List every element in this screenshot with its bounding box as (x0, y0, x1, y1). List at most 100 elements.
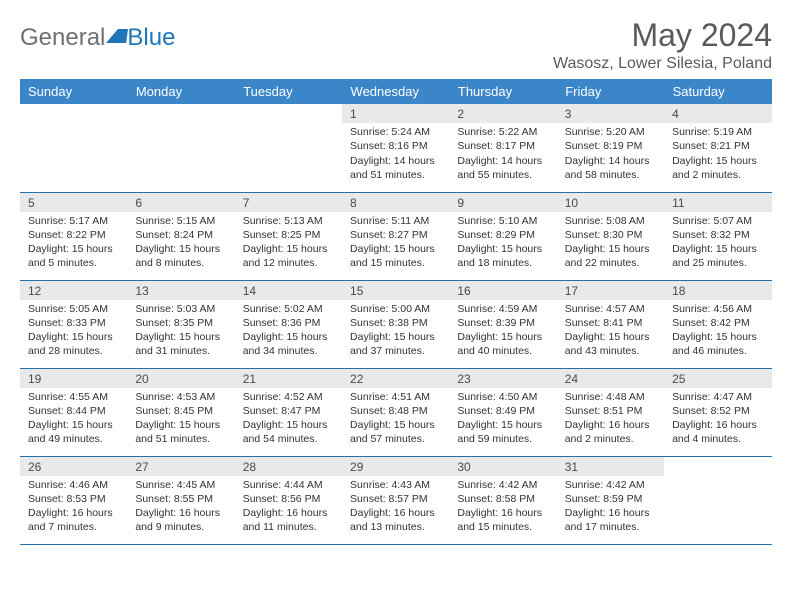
logo-text-2: Blue (127, 24, 175, 52)
calendar-page: General Blue May 2024 Wasosz, Lower Sile… (0, 0, 792, 563)
calendar-day-cell: 20Sunrise: 4:53 AMSunset: 8:45 PMDayligh… (127, 368, 234, 456)
day-details: Sunrise: 4:59 AMSunset: 8:39 PMDaylight:… (449, 300, 556, 363)
calendar-day-cell: 27Sunrise: 4:45 AMSunset: 8:55 PMDayligh… (127, 456, 234, 544)
calendar-day-cell: 23Sunrise: 4:50 AMSunset: 8:49 PMDayligh… (449, 368, 556, 456)
day-details: Sunrise: 4:52 AMSunset: 8:47 PMDaylight:… (235, 388, 342, 451)
day-number: 17 (557, 281, 664, 300)
day-details: Sunrise: 4:51 AMSunset: 8:48 PMDaylight:… (342, 388, 449, 451)
day-details: Sunrise: 5:17 AMSunset: 8:22 PMDaylight:… (20, 212, 127, 275)
calendar-week-row: 26Sunrise: 4:46 AMSunset: 8:53 PMDayligh… (20, 456, 772, 544)
day-number: 2 (449, 104, 556, 123)
day-details: Sunrise: 5:22 AMSunset: 8:17 PMDaylight:… (449, 123, 556, 186)
calendar-day-cell: 30Sunrise: 4:42 AMSunset: 8:58 PMDayligh… (449, 456, 556, 544)
calendar-day-cell: 22Sunrise: 4:51 AMSunset: 8:48 PMDayligh… (342, 368, 449, 456)
day-number: 18 (664, 281, 771, 300)
calendar-day-cell: 3Sunrise: 5:20 AMSunset: 8:19 PMDaylight… (557, 104, 664, 192)
day-details: Sunrise: 4:48 AMSunset: 8:51 PMDaylight:… (557, 388, 664, 451)
day-details: Sunrise: 5:20 AMSunset: 8:19 PMDaylight:… (557, 123, 664, 186)
calendar-day-cell: 25Sunrise: 4:47 AMSunset: 8:52 PMDayligh… (664, 368, 771, 456)
day-details: Sunrise: 4:53 AMSunset: 8:45 PMDaylight:… (127, 388, 234, 451)
day-details: Sunrise: 4:43 AMSunset: 8:57 PMDaylight:… (342, 476, 449, 539)
calendar-day-cell: 5Sunrise: 5:17 AMSunset: 8:22 PMDaylight… (20, 192, 127, 280)
day-details: Sunrise: 4:55 AMSunset: 8:44 PMDaylight:… (20, 388, 127, 451)
day-details: Sunrise: 4:42 AMSunset: 8:59 PMDaylight:… (557, 476, 664, 539)
calendar-table: SundayMondayTuesdayWednesdayThursdayFrid… (20, 79, 772, 545)
day-number: 6 (127, 193, 234, 212)
weekday-header: Saturday (664, 79, 771, 104)
logo-sail-icon (106, 29, 128, 43)
day-details: Sunrise: 5:03 AMSunset: 8:35 PMDaylight:… (127, 300, 234, 363)
day-number: 11 (664, 193, 771, 212)
calendar-day-cell: 6Sunrise: 5:15 AMSunset: 8:24 PMDaylight… (127, 192, 234, 280)
calendar-day-cell: 31Sunrise: 4:42 AMSunset: 8:59 PMDayligh… (557, 456, 664, 544)
day-number: 24 (557, 369, 664, 388)
day-details: Sunrise: 5:00 AMSunset: 8:38 PMDaylight:… (342, 300, 449, 363)
weekday-header: Monday (127, 79, 234, 104)
day-details: Sunrise: 5:19 AMSunset: 8:21 PMDaylight:… (664, 123, 771, 186)
day-number: 23 (449, 369, 556, 388)
calendar-day-cell: 2Sunrise: 5:22 AMSunset: 8:17 PMDaylight… (449, 104, 556, 192)
day-number: 1 (342, 104, 449, 123)
day-number: 31 (557, 457, 664, 476)
calendar-head: SundayMondayTuesdayWednesdayThursdayFrid… (20, 79, 772, 104)
header: General Blue May 2024 Wasosz, Lower Sile… (20, 18, 772, 73)
weekday-header: Friday (557, 79, 664, 104)
day-number: 9 (449, 193, 556, 212)
calendar-day-cell: 26Sunrise: 4:46 AMSunset: 8:53 PMDayligh… (20, 456, 127, 544)
calendar-day-cell: 10Sunrise: 5:08 AMSunset: 8:30 PMDayligh… (557, 192, 664, 280)
day-number: 15 (342, 281, 449, 300)
day-details: Sunrise: 5:24 AMSunset: 8:16 PMDaylight:… (342, 123, 449, 186)
day-details: Sunrise: 4:57 AMSunset: 8:41 PMDaylight:… (557, 300, 664, 363)
day-details: Sunrise: 5:11 AMSunset: 8:27 PMDaylight:… (342, 212, 449, 275)
calendar-day-cell: 9Sunrise: 5:10 AMSunset: 8:29 PMDaylight… (449, 192, 556, 280)
day-details: Sunrise: 4:46 AMSunset: 8:53 PMDaylight:… (20, 476, 127, 539)
day-number: 30 (449, 457, 556, 476)
calendar-body: ... 1Sunrise: 5:24 AMSunset: 8:16 PMDayli… (20, 104, 772, 544)
day-details: Sunrise: 5:10 AMSunset: 8:29 PMDaylight:… (449, 212, 556, 275)
calendar-day-cell: 1Sunrise: 5:24 AMSunset: 8:16 PMDaylight… (342, 104, 449, 192)
day-number: 13 (127, 281, 234, 300)
calendar-week-row: 19Sunrise: 4:55 AMSunset: 8:44 PMDayligh… (20, 368, 772, 456)
day-number: 19 (20, 369, 127, 388)
day-details: Sunrise: 4:56 AMSunset: 8:42 PMDaylight:… (664, 300, 771, 363)
day-details: Sunrise: 5:05 AMSunset: 8:33 PMDaylight:… (20, 300, 127, 363)
calendar-week-row: 12Sunrise: 5:05 AMSunset: 8:33 PMDayligh… (20, 280, 772, 368)
day-number: 5 (20, 193, 127, 212)
day-details: Sunrise: 4:47 AMSunset: 8:52 PMDaylight:… (664, 388, 771, 451)
calendar-day-cell: 28Sunrise: 4:44 AMSunset: 8:56 PMDayligh… (235, 456, 342, 544)
location-text: Wasosz, Lower Silesia, Poland (553, 55, 772, 73)
day-details: Sunrise: 5:08 AMSunset: 8:30 PMDaylight:… (557, 212, 664, 275)
calendar-day-cell: . (127, 104, 234, 192)
weekday-header: Sunday (20, 79, 127, 104)
calendar-day-cell: 29Sunrise: 4:43 AMSunset: 8:57 PMDayligh… (342, 456, 449, 544)
day-details: Sunrise: 5:15 AMSunset: 8:24 PMDaylight:… (127, 212, 234, 275)
day-details: Sunrise: 4:50 AMSunset: 8:49 PMDaylight:… (449, 388, 556, 451)
calendar-day-cell: . (664, 456, 771, 544)
day-number: 14 (235, 281, 342, 300)
weekday-header: Thursday (449, 79, 556, 104)
day-number: 28 (235, 457, 342, 476)
day-number: 8 (342, 193, 449, 212)
calendar-day-cell: 7Sunrise: 5:13 AMSunset: 8:25 PMDaylight… (235, 192, 342, 280)
calendar-week-row: 5Sunrise: 5:17 AMSunset: 8:22 PMDaylight… (20, 192, 772, 280)
day-number: 25 (664, 369, 771, 388)
day-number: 22 (342, 369, 449, 388)
day-number: 26 (20, 457, 127, 476)
day-number: 12 (20, 281, 127, 300)
day-number: 10 (557, 193, 664, 212)
day-details: Sunrise: 5:02 AMSunset: 8:36 PMDaylight:… (235, 300, 342, 363)
day-details: Sunrise: 5:07 AMSunset: 8:32 PMDaylight:… (664, 212, 771, 275)
day-details: Sunrise: 4:45 AMSunset: 8:55 PMDaylight:… (127, 476, 234, 539)
calendar-day-cell: 8Sunrise: 5:11 AMSunset: 8:27 PMDaylight… (342, 192, 449, 280)
day-number: 7 (235, 193, 342, 212)
calendar-day-cell: 15Sunrise: 5:00 AMSunset: 8:38 PMDayligh… (342, 280, 449, 368)
day-number: 27 (127, 457, 234, 476)
day-number: 3 (557, 104, 664, 123)
title-block: May 2024 Wasosz, Lower Silesia, Poland (553, 18, 772, 73)
weekday-header: Tuesday (235, 79, 342, 104)
day-details: Sunrise: 4:42 AMSunset: 8:58 PMDaylight:… (449, 476, 556, 539)
calendar-day-cell: . (20, 104, 127, 192)
day-number: 21 (235, 369, 342, 388)
calendar-day-cell: 16Sunrise: 4:59 AMSunset: 8:39 PMDayligh… (449, 280, 556, 368)
calendar-day-cell: 4Sunrise: 5:19 AMSunset: 8:21 PMDaylight… (664, 104, 771, 192)
